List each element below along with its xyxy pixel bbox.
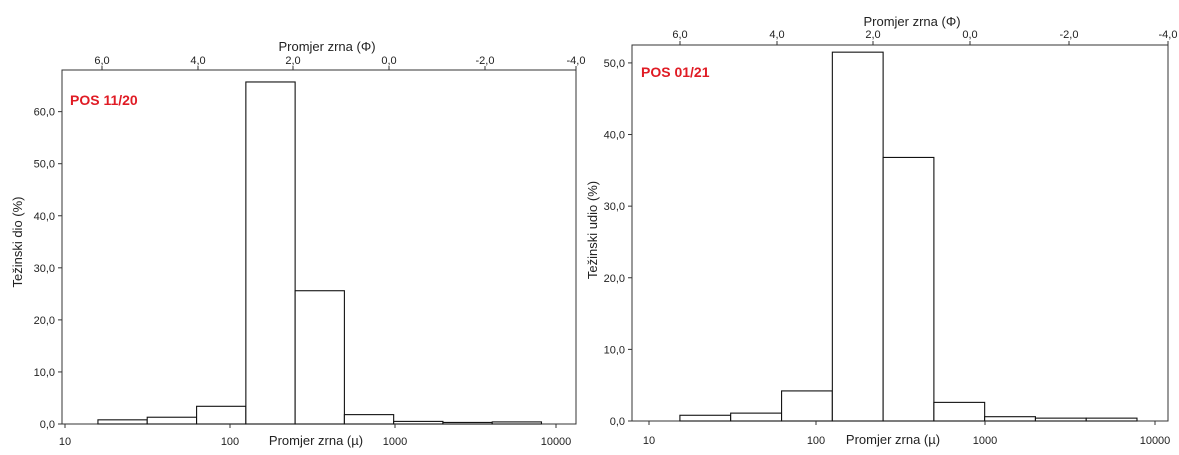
histogram-bar [679,414,732,422]
phi-tick-label: -4,0 [567,55,586,67]
phi-tick-label: 0,0 [381,55,396,67]
y-tick-label: 20,0 [604,273,625,285]
histogram-bar [343,414,395,425]
y-tick-label: 40,0 [604,130,625,142]
phi-tick-label: 6,0 [94,55,109,67]
top-axis-title: Promjer zrna (Φ) [278,39,375,54]
x-tick-label: 10000 [541,436,572,448]
histogram-bar [196,405,247,425]
histogram-panel-pos-01-21: Promjer zrna (Φ) Promjer zrna (µ) Težins… [585,14,1177,447]
histogram-bar [831,51,884,422]
histogram-bar [882,156,935,422]
phi-tick-label: 2,0 [285,55,300,67]
x-tick-label: 10 [643,435,655,447]
phi-tick-label: 4,0 [190,55,205,67]
y-tick-label: 30,0 [34,263,55,275]
y-axis-title: Težinski dio (%) [10,196,25,287]
histogram-bar [442,421,493,425]
phi-tick-label: 0,0 [962,29,977,41]
phi-tick-label: -2,0 [1060,29,1079,41]
histogram-bar [933,401,986,422]
histogram-panel-pos-11-20: Promjer zrna (Φ) Promjer zrna (µ) Težins… [10,39,585,448]
sample-label: POS 01/21 [641,64,710,80]
phi-tick-label: 2,0 [865,29,880,41]
bottom-axis-title: Promjer zrna (µ) [269,433,363,448]
x-tick-label: 10 [59,436,71,448]
histogram-bar [730,412,783,422]
histogram-bar [491,421,543,425]
phi-tick-label: 6,0 [672,29,687,41]
x-tick-label: 1000 [383,436,407,448]
top-axis-title: Promjer zrna (Φ) [863,14,960,29]
histogram-bar [984,416,1036,422]
phi-tick-label: 4,0 [769,29,784,41]
histogram-bar [146,416,198,425]
phi-tick-label: -4,0 [1159,29,1178,41]
x-tick-label: 100 [221,436,239,448]
y-tick-label: 30,0 [604,201,625,213]
y-tick-label: 60,0 [34,107,55,119]
sample-label: POS 11/20 [70,92,138,108]
y-tick-label: 50,0 [34,159,55,171]
x-tick-label: 1000 [973,435,997,447]
y-tick-label: 20,0 [34,315,55,327]
phi-tick-label: -2,0 [476,55,495,67]
histogram-bar [97,419,148,425]
bottom-axis-title: Promjer zrna (µ) [846,432,940,447]
y-tick-label: 0,0 [40,419,55,431]
y-axis-title: Težinski udio (%) [585,181,600,279]
histogram-bar [393,420,444,425]
y-tick-label: 0,0 [610,416,625,428]
histogram-bar [1085,417,1138,422]
x-tick-label: 100 [807,435,825,447]
histogram-bar [245,81,296,425]
histogram-bar [1034,417,1087,422]
y-tick-label: 40,0 [34,211,55,223]
histogram-bar [781,390,833,422]
histogram-bar [294,290,345,425]
y-tick-label: 10,0 [34,367,55,379]
x-tick-label: 10000 [1140,435,1171,447]
y-tick-label: 10,0 [604,344,625,356]
y-tick-label: 50,0 [604,58,625,70]
